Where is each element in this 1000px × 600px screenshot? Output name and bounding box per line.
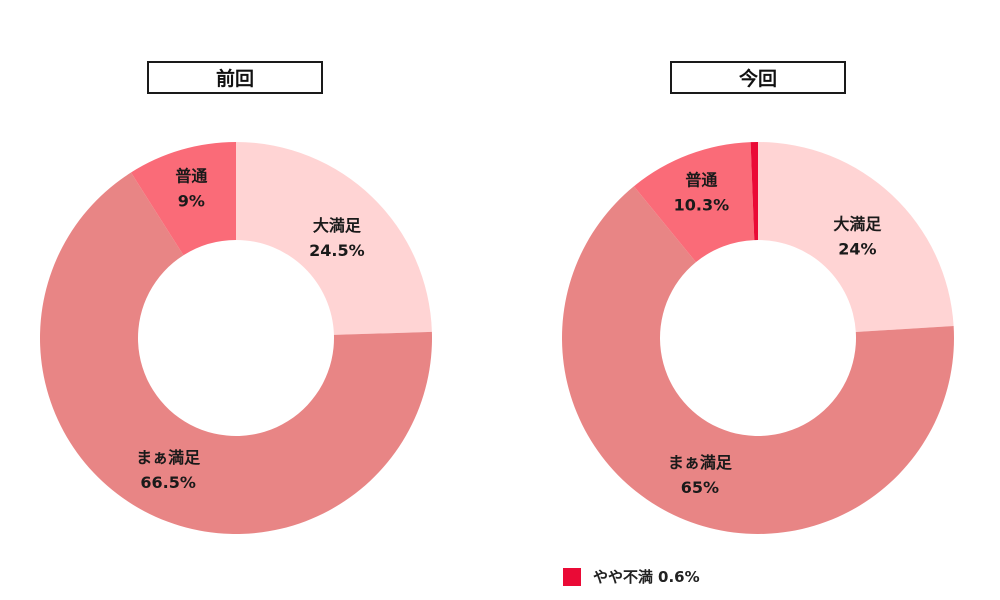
slice-label-previous-0: 大満足 — [313, 216, 362, 235]
slice-value-previous-0: 24.5% — [309, 241, 365, 260]
donut-slice-previous-2 — [130, 142, 236, 256]
slice-value-previous-2: 9% — [178, 191, 205, 210]
legend: やや不満 0.6% — [563, 566, 700, 587]
slice-label-current-0: 大満足 — [833, 214, 882, 233]
donut-slice-current-2 — [633, 142, 755, 263]
donut-slice-current-1 — [561, 186, 954, 535]
donut-slice-previous-1 — [40, 172, 433, 534]
donut-slice-previous-0 — [236, 142, 432, 335]
slice-value-previous-1: 66.5% — [140, 473, 196, 492]
legend-swatch — [563, 567, 581, 586]
slice-value-current-1: 65% — [681, 478, 719, 497]
slice-label-current-1: まぁ満足 — [668, 453, 733, 472]
slice-value-current-0: 24% — [838, 239, 876, 258]
chart-title-previous: 前回 — [147, 61, 323, 94]
chart-title-current: 今回 — [670, 61, 846, 94]
donut-slice-current-0 — [758, 142, 954, 332]
slice-value-current-2: 10.3% — [674, 195, 730, 214]
donut-slice-current-3 — [750, 142, 758, 241]
slice-label-previous-1: まぁ満足 — [136, 448, 201, 467]
slice-label-previous-2: 普通 — [175, 166, 207, 185]
legend-value: 0.6% — [658, 567, 700, 586]
legend-label: やや不満 — [593, 568, 654, 586]
slice-label-current-2: 普通 — [685, 170, 717, 189]
